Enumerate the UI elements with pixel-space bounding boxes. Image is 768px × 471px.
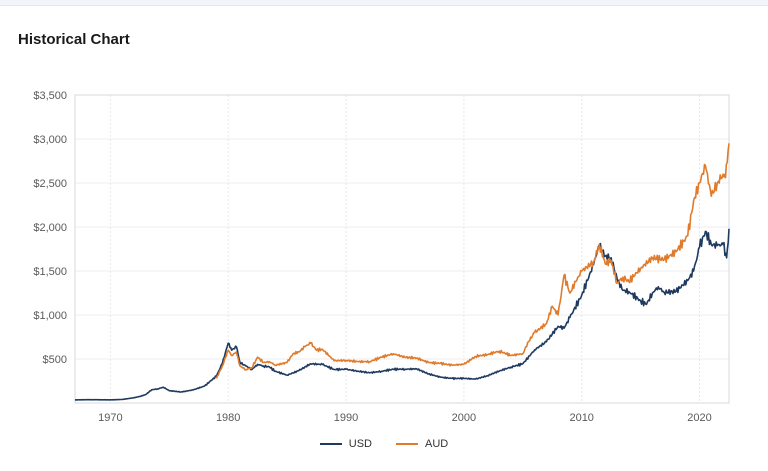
x-tick-label: 2020: [687, 412, 711, 424]
legend-label-aud: AUD: [425, 438, 449, 450]
legend-item-usd[interactable]: USD: [319, 438, 372, 450]
y-tick-label: $1,000: [33, 310, 67, 322]
legend-item-aud[interactable]: AUD: [396, 438, 448, 450]
plot-frame: [74, 94, 730, 404]
y-tick-label: $500: [43, 354, 67, 366]
x-axis: 1970 1980 1990 2000 2010 2020: [98, 412, 712, 424]
y-tick-label: $2,000: [33, 222, 67, 234]
x-tick-label: 1970: [98, 412, 122, 424]
series-lines: [74, 143, 730, 401]
chart-title: Historical Chart: [18, 31, 130, 48]
series-line-usd: [74, 228, 730, 401]
series-line-aud: [215, 143, 730, 379]
x-tick-label: 1990: [334, 412, 358, 424]
y-tick-label: $3,000: [33, 134, 67, 146]
x-tick-label: 2010: [569, 412, 593, 424]
legend: USD AUD: [0, 438, 768, 450]
legend-label-usd: USD: [348, 438, 372, 450]
legend-swatch-aud: [396, 443, 418, 445]
y-tick-label: $3,500: [33, 90, 67, 102]
y-tick-label: $2,500: [33, 178, 67, 190]
y-axis: $500 $1,000 $1,500 $2,000 $2,500 $3,000 $3,500: [33, 90, 67, 366]
top-border: [0, 0, 768, 6]
legend-swatch-usd: [319, 443, 342, 445]
y-tick-label: $1,500: [33, 266, 67, 278]
x-tick-label: 2000: [452, 412, 476, 424]
x-tick-label: 1980: [216, 412, 240, 424]
